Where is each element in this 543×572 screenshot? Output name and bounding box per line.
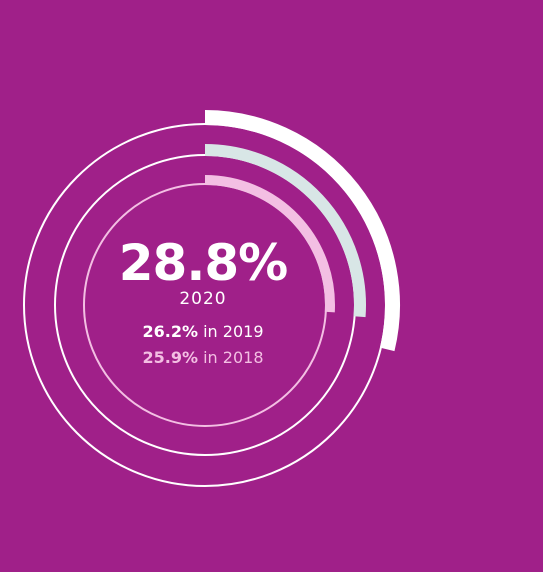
ring-bar-2020 (204, 110, 400, 352)
main-value-label: 28.8% (118, 234, 288, 292)
comparison-2019: 26.2% in 2019 (83, 321, 323, 343)
comparison-2018-value: 25.9% (142, 348, 199, 367)
main-year-label: 2020 (179, 289, 227, 309)
comparison-2018: 25.9% in 2018 (83, 347, 323, 369)
ring-bar-2019 (204, 144, 366, 318)
comparison-2019-text: in 2019 (198, 322, 264, 341)
comparison-2018-text: in 2018 (198, 348, 264, 367)
ring-bar-2018 (204, 175, 335, 313)
comparison-2019-value: 26.2% (142, 322, 199, 341)
